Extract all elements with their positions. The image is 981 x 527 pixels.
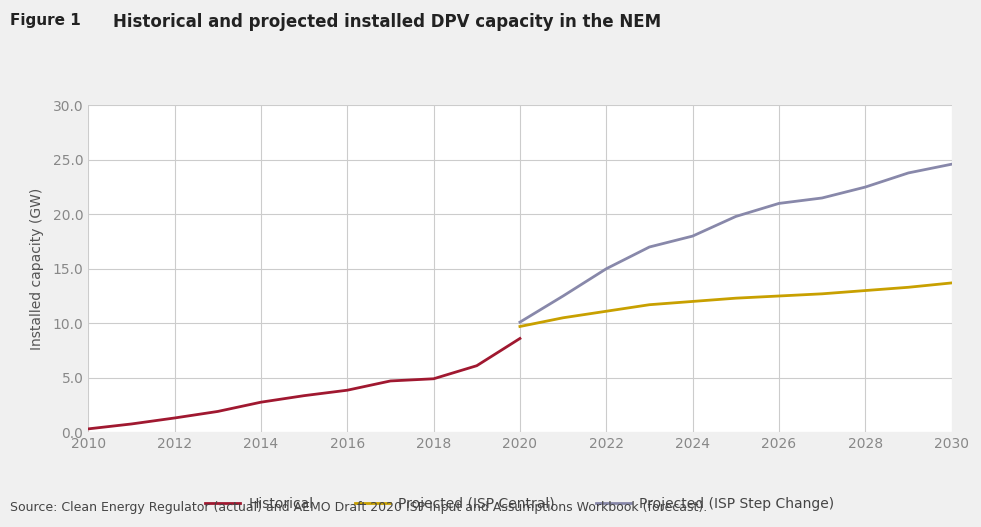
- Y-axis label: Installed capacity (GW): Installed capacity (GW): [30, 188, 44, 350]
- Legend: Historical, Projected (ISP Central), Projected (ISP Step Change): Historical, Projected (ISP Central), Pro…: [200, 492, 840, 516]
- Text: Historical and projected installed DPV capacity in the NEM: Historical and projected installed DPV c…: [113, 13, 661, 31]
- Text: Source: Clean Energy Regulator (actual) and AEMO Draft 2020 ISP Input and Assump: Source: Clean Energy Regulator (actual) …: [10, 501, 707, 514]
- Text: Figure 1: Figure 1: [10, 13, 80, 28]
